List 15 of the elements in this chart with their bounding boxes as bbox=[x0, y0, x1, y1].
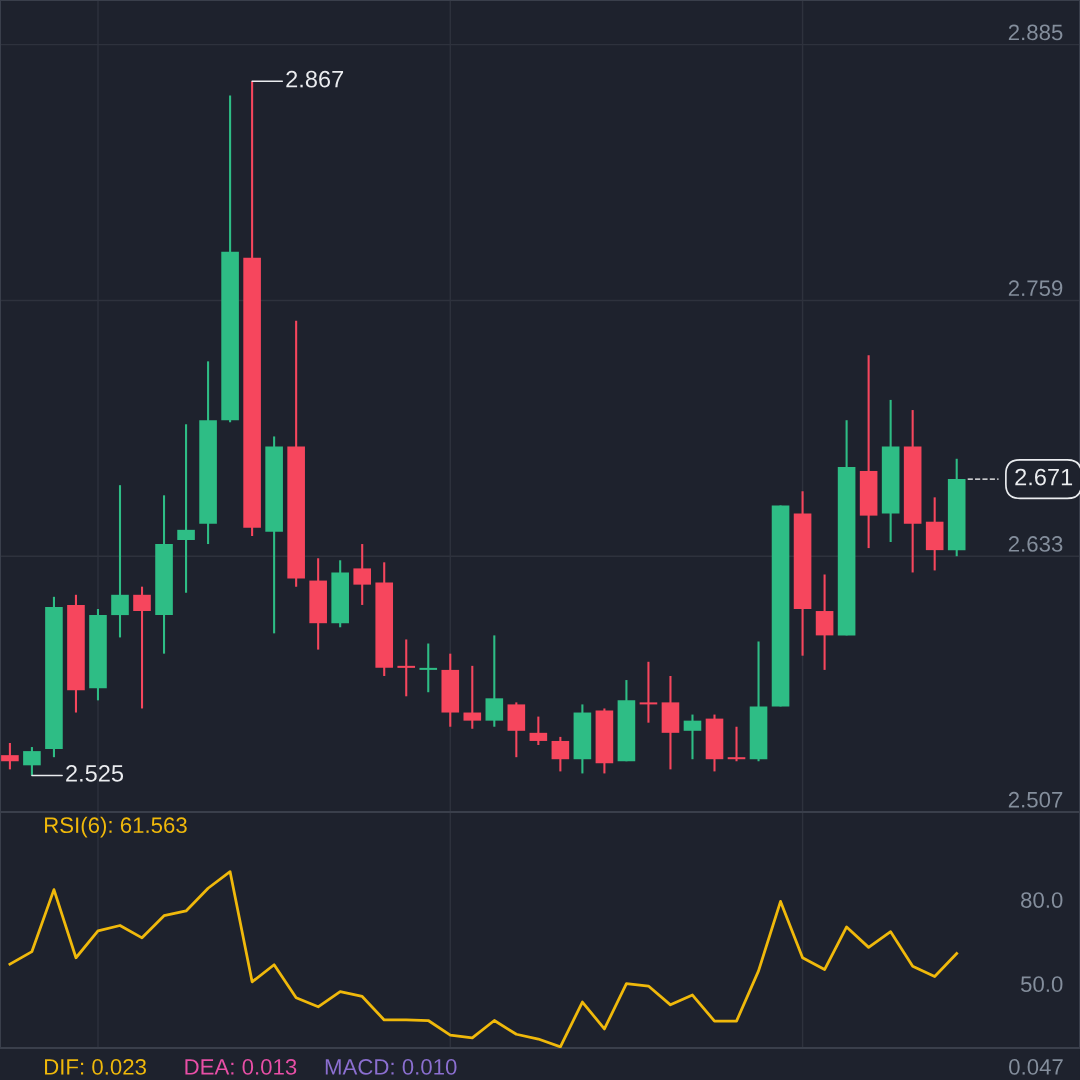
chart-title: RSI(6): 61.563 bbox=[45, 816, 187, 838]
y-tick-label: 80.0 bbox=[1021, 892, 1063, 908]
y-tick-label: 2.507 bbox=[1008, 791, 1063, 808]
text: 0.047 bbox=[1009, 1059, 1063, 1075]
text: DEA: 0.013 bbox=[185, 1059, 297, 1075]
y-tick-label: 2.633 bbox=[1008, 536, 1063, 552]
text: DIF: 0.023 bbox=[45, 1059, 146, 1075]
y-tick-label: 2.885 bbox=[1008, 24, 1063, 41]
ref-line-label: 2.671 bbox=[1015, 468, 1073, 486]
line-series bbox=[8, 870, 959, 1048]
text: MACD: 0.010 bbox=[325, 1059, 457, 1075]
annotation: 2.525 bbox=[66, 765, 124, 782]
y-tick-label: 2.759 bbox=[1008, 280, 1063, 297]
annotation: 2.867 bbox=[286, 70, 344, 88]
y-tick-label: 50.0 bbox=[1020, 976, 1063, 993]
